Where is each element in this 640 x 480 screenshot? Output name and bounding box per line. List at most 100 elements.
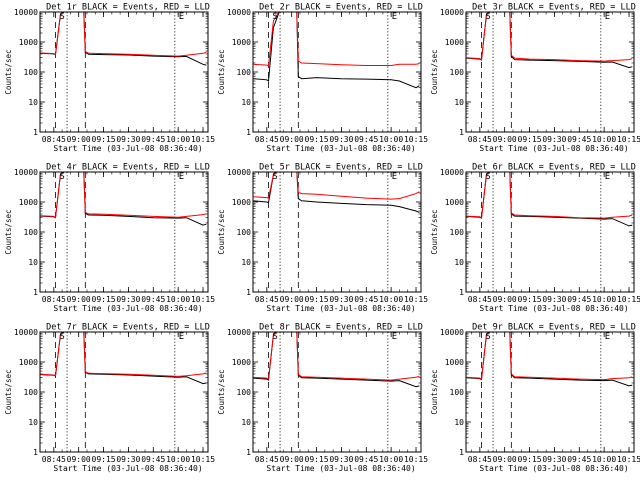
- y-tick-label: 1: [459, 448, 464, 457]
- marker-s: S: [485, 332, 490, 342]
- x-tick-label: 09:45: [354, 295, 378, 304]
- y-tick-label: 100: [450, 388, 465, 397]
- x-tick-label: 08:45: [255, 455, 279, 464]
- x-tick-label: 09:00: [67, 135, 91, 144]
- y-tick-label: 100: [24, 68, 39, 77]
- x-tick-label: 10:15: [404, 135, 428, 144]
- lld-series-line: [466, 172, 633, 219]
- y-tick-label: 1000: [232, 38, 251, 47]
- y-tick-label: 1: [459, 128, 464, 137]
- y-tick-label: 10000: [14, 328, 38, 337]
- panel-4: Det 4r BLACK = Events, RED = LLD Counts/s…: [4, 163, 215, 314]
- lld-series-line: [40, 12, 207, 57]
- x-tick-label: 09:00: [67, 295, 91, 304]
- y-tick-label: 1000: [19, 358, 38, 367]
- y-tick-label: 10: [454, 98, 464, 107]
- x-tick-label: 09:00: [493, 455, 517, 464]
- x-axis-label: Start Time (03-Jul-08 08:36:40): [53, 464, 202, 473]
- y-tick-label: 1000: [445, 38, 464, 47]
- x-tick-label: 10:15: [191, 295, 215, 304]
- panel-7: Det 7r BLACK = Events, RED = LLD Counts/s…: [4, 323, 215, 474]
- lld-series-line: [253, 172, 420, 200]
- y-tick-label: 1000: [19, 38, 38, 47]
- x-tick-label: 09:30: [116, 135, 140, 144]
- y-axis-label: Counts/sec: [217, 209, 226, 254]
- marker-e: E: [605, 172, 610, 182]
- plot-frame: [465, 171, 635, 293]
- y-tick-label: 10: [454, 258, 464, 267]
- y-tick-label: 1: [459, 288, 464, 297]
- x-tick-label: 10:15: [617, 455, 640, 464]
- x-tick-label: 10:00: [592, 135, 616, 144]
- y-tick-label: 10: [28, 98, 38, 107]
- y-tick-label: 100: [450, 228, 465, 237]
- marker-e: E: [179, 12, 184, 22]
- y-tick-label: 10: [241, 258, 251, 267]
- x-tick-label: 09:30: [542, 295, 566, 304]
- plot-frame: [39, 11, 209, 133]
- x-tick-label: 09:15: [92, 295, 116, 304]
- lld-series-line: [253, 332, 420, 381]
- x-tick-label: 09:45: [141, 455, 165, 464]
- lld-series-line: [40, 172, 207, 219]
- marker-e: E: [392, 172, 397, 182]
- x-axis-label: Start Time (03-Jul-08 08:36:40): [266, 304, 415, 313]
- y-axis-label: Counts/sec: [430, 49, 439, 94]
- panel-8: Det 8r BLACK = Events, RED = LLD Counts/s…: [217, 323, 428, 474]
- x-tick-label: 09:15: [92, 455, 116, 464]
- x-tick-label: 10:00: [379, 455, 403, 464]
- y-tick-label: 1000: [232, 198, 251, 207]
- x-tick-label: 10:00: [379, 295, 403, 304]
- x-tick-label: 09:00: [493, 295, 517, 304]
- panel-title: Det 1r BLACK = Events, RED = LLD: [46, 3, 210, 13]
- x-tick-label: 09:15: [305, 295, 329, 304]
- marker-e: E: [605, 12, 610, 22]
- x-tick-label: 08:45: [255, 135, 279, 144]
- x-tick-label: 10:15: [404, 295, 428, 304]
- y-tick-label: 10000: [227, 168, 251, 177]
- lld-series-line: [40, 332, 207, 377]
- x-tick-label: 09:45: [141, 295, 165, 304]
- x-tick-label: 08:45: [468, 135, 492, 144]
- y-tick-label: 1000: [19, 198, 38, 207]
- y-tick-label: 100: [24, 388, 39, 397]
- x-tick-label: 09:00: [280, 295, 304, 304]
- y-tick-label: 100: [237, 68, 252, 77]
- x-tick-label: 09:45: [141, 135, 165, 144]
- marker-s: S: [272, 12, 277, 22]
- plot-frame: [252, 331, 422, 453]
- x-tick-label: 09:30: [329, 455, 353, 464]
- x-tick-label: 08:45: [468, 295, 492, 304]
- y-tick-label: 10000: [440, 328, 464, 337]
- x-tick-label: 10:00: [592, 295, 616, 304]
- y-axis-label: Counts/sec: [430, 369, 439, 414]
- lld-series-line: [253, 12, 420, 67]
- x-tick-label: 09:00: [280, 455, 304, 464]
- x-tick-label: 08:45: [468, 455, 492, 464]
- y-tick-label: 1: [33, 128, 38, 137]
- plot-frame: [252, 171, 422, 293]
- panel-2: Det 2r BLACK = Events, RED = LLD Counts/s…: [217, 3, 428, 154]
- x-tick-label: 10:15: [404, 455, 428, 464]
- x-tick-label: 10:15: [191, 135, 215, 144]
- panel-9: Det 9r BLACK = Events, RED = LLD Counts/s…: [430, 323, 640, 474]
- y-tick-label: 10000: [440, 8, 464, 17]
- marker-s: S: [485, 12, 490, 22]
- panel-6: Det 6r BLACK = Events, RED = LLD Counts/s…: [430, 163, 640, 314]
- y-axis-label: Counts/sec: [430, 209, 439, 254]
- plot-frame: [39, 331, 209, 453]
- x-tick-label: 09:00: [67, 455, 91, 464]
- x-tick-label: 10:15: [617, 135, 640, 144]
- y-tick-label: 1: [246, 288, 251, 297]
- lld-series-line: [466, 332, 633, 381]
- panel-1: Det 1r BLACK = Events, RED = LLD Counts/s…: [4, 3, 215, 154]
- y-tick-label: 10000: [227, 8, 251, 17]
- events-series-line: [253, 12, 420, 89]
- x-axis-label: Start Time (03-Jul-08 08:36:40): [266, 144, 415, 153]
- x-axis-label: Start Time (03-Jul-08 08:36:40): [53, 144, 202, 153]
- x-tick-label: 09:30: [542, 455, 566, 464]
- x-tick-label: 09:45: [354, 455, 378, 464]
- x-tick-label: 10:00: [166, 135, 190, 144]
- y-tick-label: 1: [246, 448, 251, 457]
